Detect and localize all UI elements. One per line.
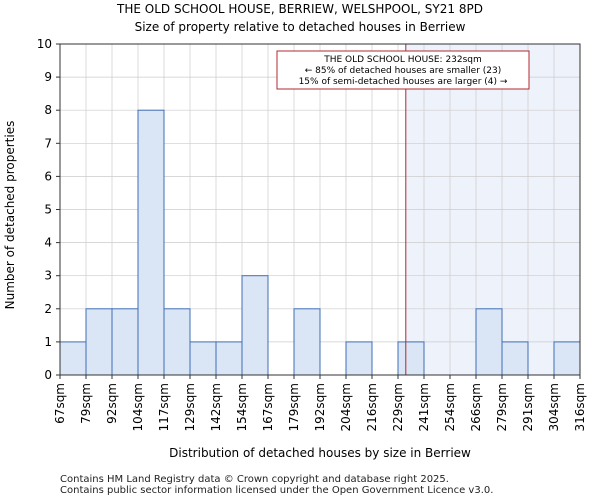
x-tick-label: 192sqm (313, 383, 327, 431)
bar-142sqm (215, 341, 243, 376)
bar-204sqm (345, 341, 373, 376)
x-tick-label: 254sqm (443, 383, 457, 431)
bar-67sqm (59, 341, 87, 376)
bar-229sqm (397, 341, 425, 376)
y-tick-label: 8 (44, 103, 52, 117)
x-axis-label: Distribution of detached houses by size … (169, 446, 471, 460)
bar-154sqm (241, 275, 269, 376)
x-axis-ticks: 67sqm 79sqm 92sqm 104sqm 117sqm 129sqm 142sqm 1… (53, 375, 587, 431)
bar-79sqm (85, 308, 113, 376)
x-tick-label: 291sqm (521, 383, 535, 431)
y-tick-label: 2 (44, 302, 52, 316)
y-tick-label: 5 (44, 203, 52, 217)
bar-92sqm (111, 308, 139, 376)
y-tick-label: 10 (37, 37, 52, 51)
x-tick-label: 104sqm (131, 383, 145, 431)
bar-179sqm (293, 308, 321, 376)
x-tick-label: 266sqm (469, 383, 483, 431)
annotation-box: THE OLD SCHOOL HOUSE: 232sqm ← 85% of de… (276, 50, 530, 90)
x-tick-label: 67sqm (53, 383, 67, 424)
x-tick-label: 154sqm (235, 383, 249, 431)
chart-title: THE OLD SCHOOL HOUSE, BERRIEW, WELSHPOOL… (117, 2, 483, 16)
footer-copyright: Contains HM Land Registry data © Crown c… (60, 474, 449, 485)
x-tick-label: 92sqm (105, 383, 119, 424)
y-tick-label: 3 (44, 269, 52, 283)
x-tick-label: 229sqm (391, 383, 405, 431)
x-tick-label: 279sqm (495, 383, 509, 431)
x-tick-label: 117sqm (157, 383, 171, 431)
x-tick-label: 179sqm (287, 383, 301, 431)
bar-117sqm (163, 308, 191, 376)
x-tick-label: 241sqm (417, 383, 431, 431)
x-tick-label: 204sqm (339, 383, 353, 431)
y-axis-label: Number of detached properties (3, 121, 17, 310)
x-tick-label: 129sqm (183, 383, 197, 431)
bar-266sqm (475, 308, 503, 376)
bar-104sqm (137, 109, 165, 376)
bars (59, 109, 581, 376)
y-tick-label: 0 (44, 368, 52, 382)
y-tick-label: 4 (44, 236, 52, 250)
bar-129sqm (189, 341, 217, 376)
x-tick-label: 142sqm (209, 383, 223, 431)
x-tick-label: 216sqm (365, 383, 379, 431)
annotation-line-2: ← 85% of detached houses are smaller (23… (305, 66, 502, 76)
y-tick-label: 7 (44, 136, 52, 150)
bar-279sqm (501, 341, 529, 376)
x-tick-label: 167sqm (261, 383, 275, 431)
x-tick-label: 79sqm (79, 383, 93, 424)
bar-304sqm (553, 341, 581, 376)
y-axis-ticks: 0 1 2 3 4 5 6 7 8 9 10 (37, 37, 60, 382)
x-tick-label: 304sqm (547, 383, 561, 431)
annotation-line-3: 15% of semi-detached houses are larger (… (299, 77, 508, 87)
y-tick-label: 9 (44, 70, 52, 84)
y-tick-label: 1 (44, 335, 52, 349)
x-tick-label: 316sqm (573, 383, 587, 431)
chart-subtitle: Size of property relative to detached ho… (134, 20, 466, 34)
y-tick-label: 6 (44, 169, 52, 183)
histogram-chart: 0 1 2 3 4 5 6 7 8 9 10 67sqm 79sqm 92sqm 104sqm 117sqm… (3, 37, 587, 460)
annotation-line-1: THE OLD SCHOOL HOUSE: 232sqm (323, 55, 482, 65)
footer-licence: Contains public sector information licen… (60, 485, 494, 496)
